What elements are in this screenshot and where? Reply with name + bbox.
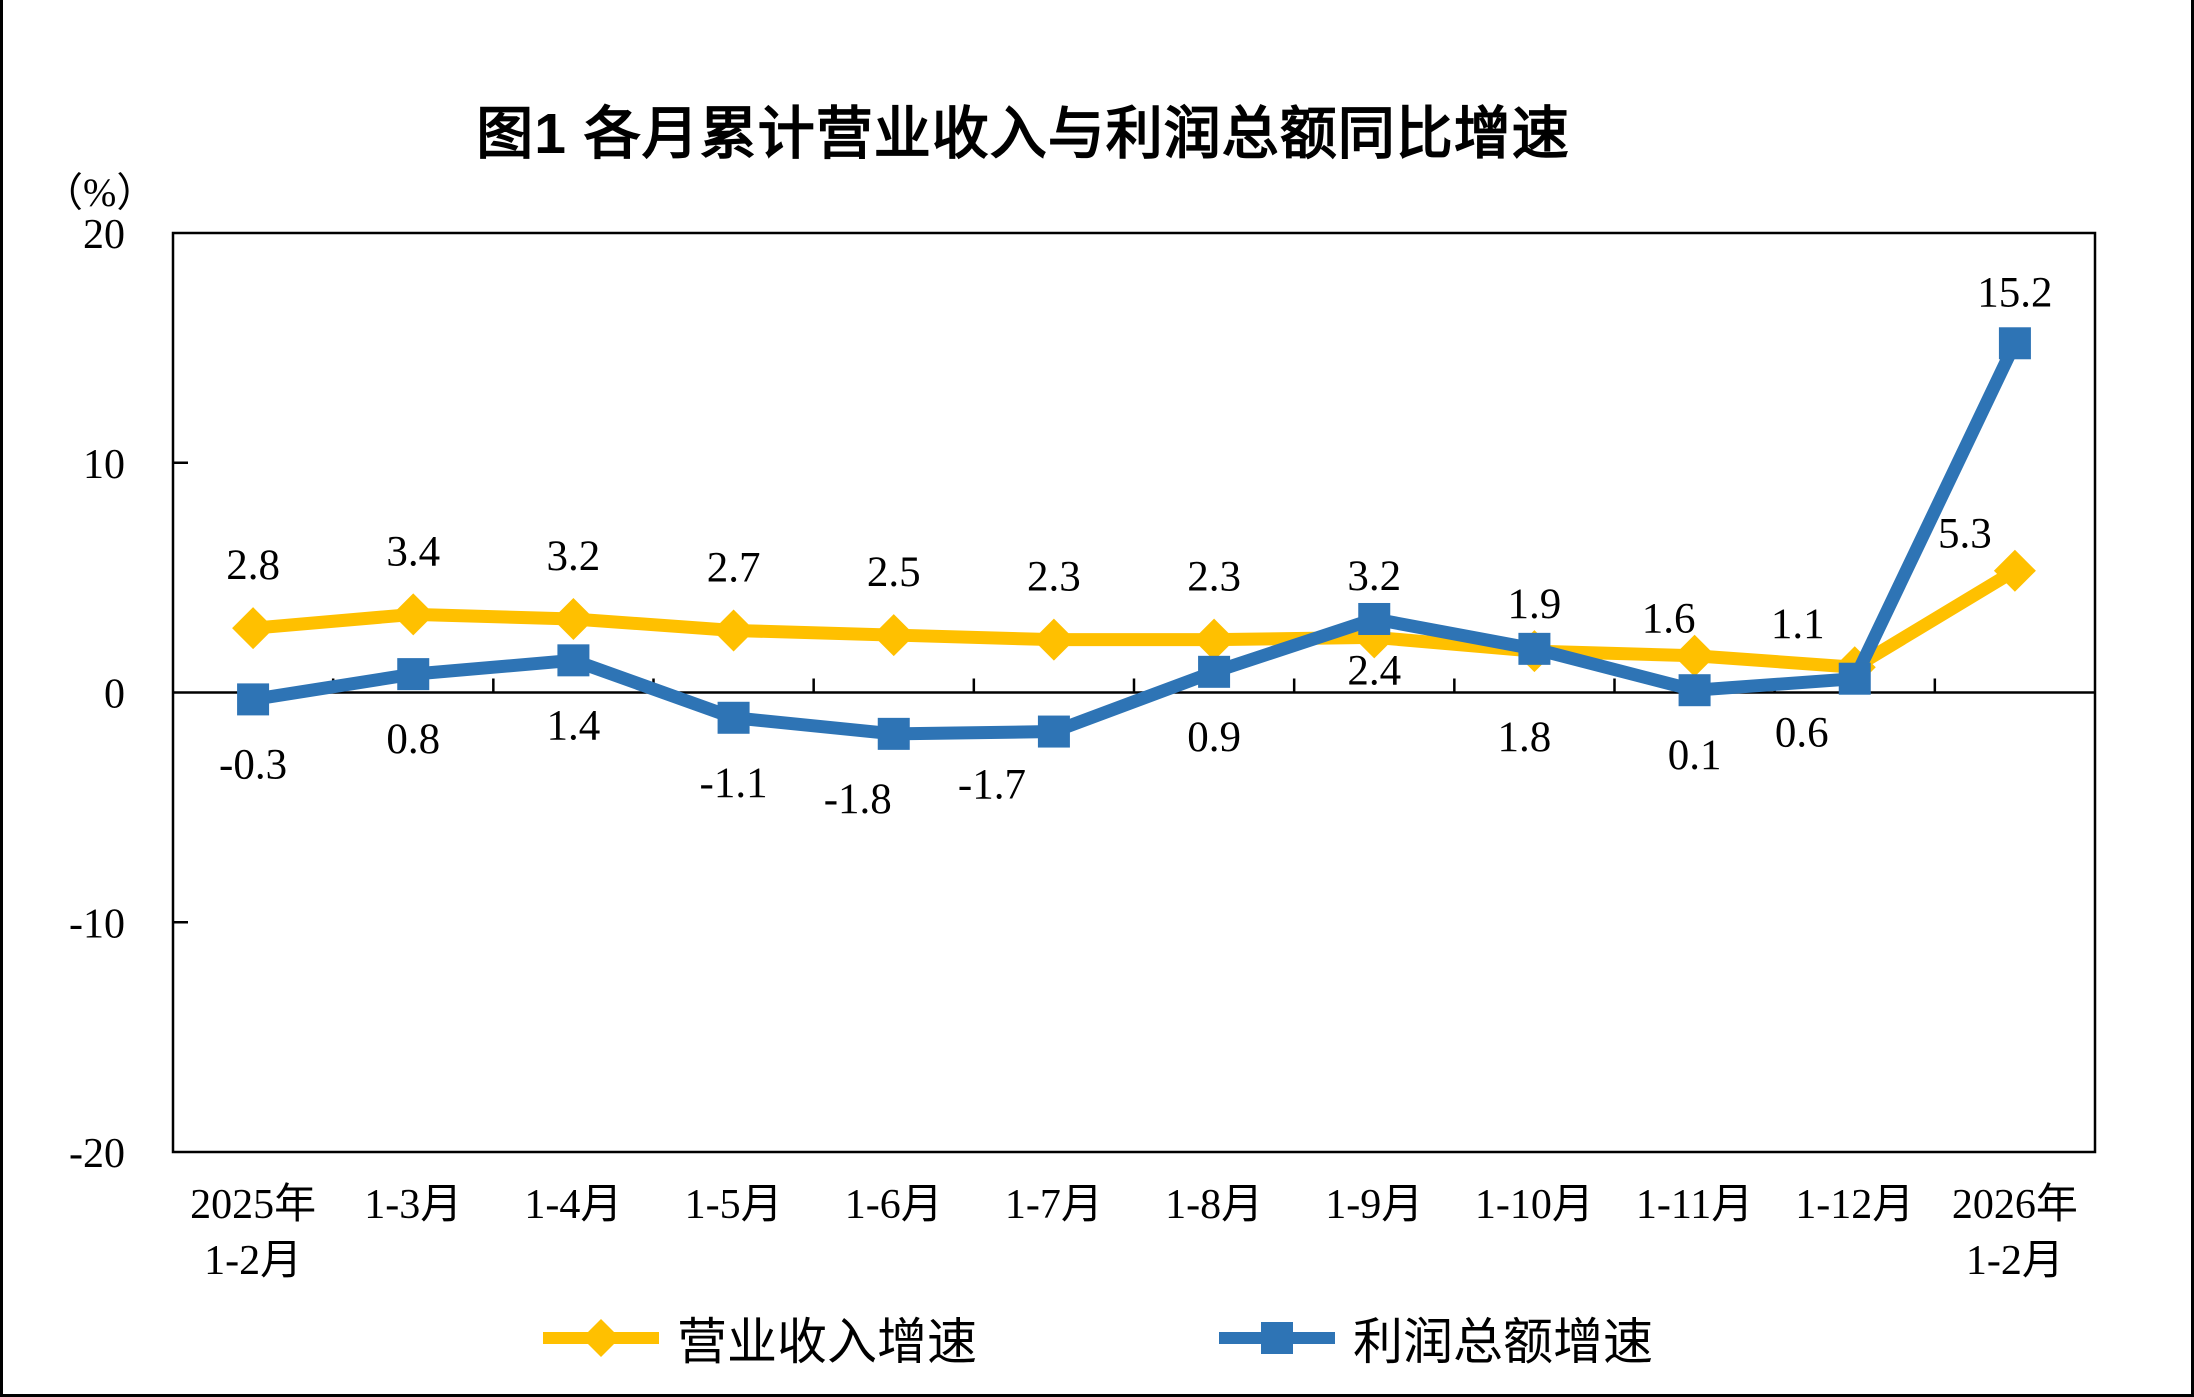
y-axis-tick-label: 20 — [83, 212, 125, 258]
profit-marker-square — [1998, 327, 2031, 360]
profit-marker-square — [717, 701, 750, 734]
x-axis-tick-label: 1-5月 — [685, 1182, 783, 1228]
legend-label-profit: 利润总额增速 — [1353, 1314, 1653, 1370]
revenue-legend-marker — [543, 1319, 659, 1357]
revenue-marker-diamond — [552, 597, 595, 640]
profit-line — [252, 340, 2021, 741]
legend-label-revenue: 营业收入增速 — [677, 1314, 977, 1370]
profit-marker-square — [1678, 674, 1711, 707]
y-axis-tick-label: 10 — [83, 442, 125, 488]
revenue-legend-diamond-icon — [582, 1319, 620, 1357]
data-label: 0.9 — [1187, 714, 1241, 761]
profit-legend-marker — [1219, 1322, 1335, 1354]
x-axis-tick-label: 1-7月 — [1005, 1182, 1103, 1228]
x-axis-tick-label: 1-8月 — [1165, 1182, 1263, 1228]
x-axis-tick-label: 2026年 1-2月 — [1952, 1181, 2078, 1284]
data-label: 5.3 — [1938, 511, 1992, 558]
revenue-marker-diamond — [232, 607, 275, 650]
profit-marker-square — [1518, 632, 1551, 665]
data-label: 2.8 — [226, 542, 280, 589]
data-label: 1.4 — [547, 702, 601, 749]
y-axis-tick-label: 0 — [104, 672, 125, 718]
revenue-line — [252, 565, 2019, 674]
x-axis-tick-label: 1-10月 — [1475, 1182, 1594, 1228]
revenue-marker-diamond — [712, 609, 755, 652]
revenue-marker-diamond — [392, 593, 435, 636]
profit-marker-square — [557, 644, 590, 677]
data-label: 0.8 — [386, 716, 440, 763]
y-axis-unit-label: （%） — [43, 170, 157, 215]
profit-marker-square — [1198, 655, 1231, 688]
data-label: 1.8 — [1498, 714, 1552, 761]
x-axis-tick-label: 1-3月 — [364, 1182, 462, 1228]
x-axis-tick-label: 1-12月 — [1795, 1182, 1914, 1228]
data-label: 2.7 — [707, 544, 761, 591]
chart-legend: 营业收入增速 利润总额增速 — [3, 1302, 2191, 1374]
x-axis-tick-label: 1-11月 — [1636, 1182, 1753, 1228]
revenue-marker-diamond — [1193, 618, 1236, 661]
data-label: 2.5 — [867, 549, 921, 596]
data-label: 1.1 — [1771, 601, 1825, 648]
x-axis-tick-label: 1-4月 — [524, 1182, 622, 1228]
data-label: 15.2 — [1977, 269, 2052, 316]
profit-marker-square — [1838, 662, 1871, 695]
profit-marker-square — [1037, 715, 1070, 748]
legend-item-profit: 利润总额增速 — [1217, 1302, 1653, 1374]
profit-marker-square — [1358, 602, 1391, 635]
line-chart: 20 10 0 -10 -20 2025年 1-2月 1-3月 1-4月 1-5月 1-6月 1-7月… — [69, 212, 2097, 1284]
data-label: 0.1 — [1668, 732, 1722, 779]
revenue-marker-diamond — [1993, 549, 2036, 592]
data-label: -1.8 — [824, 776, 892, 823]
data-label: -1.7 — [958, 762, 1026, 809]
y-axis-tick-label: -10 — [69, 901, 125, 947]
data-label: 0.6 — [1775, 710, 1829, 757]
data-label: 3.2 — [547, 533, 601, 580]
chart-title: 图1 各月累计营业收入与利润总额同比增速 — [476, 102, 1570, 166]
profit-marker-square — [877, 717, 910, 750]
x-axis-tick-label: 1-9月 — [1325, 1182, 1423, 1228]
y-axis-tick-label: -20 — [69, 1131, 125, 1177]
revenue-marker-diamond — [1032, 618, 1075, 661]
revenue-marker-diamond — [872, 614, 915, 657]
data-label: 1.6 — [1642, 596, 1696, 643]
legend-item-revenue: 营业收入增速 — [541, 1302, 977, 1374]
profit-marker-square — [397, 658, 430, 691]
data-label: -0.3 — [219, 741, 287, 788]
profit-legend-square-icon — [1261, 1322, 1293, 1354]
x-axis-tick-label: 1-6月 — [845, 1182, 943, 1228]
profit-marker-square — [237, 683, 270, 716]
data-label: 2.3 — [1187, 554, 1241, 601]
data-label: 3.4 — [386, 528, 440, 575]
data-label: 2.4 — [1347, 647, 1401, 694]
data-label: 2.3 — [1027, 554, 1081, 601]
revenue-marker-diamond — [1673, 634, 1716, 677]
x-axis-tick-label: 2025年 1-2月 — [190, 1181, 316, 1284]
data-label: -1.1 — [700, 760, 768, 807]
data-label: 3.2 — [1347, 553, 1401, 600]
data-label: 1.9 — [1508, 581, 1562, 628]
